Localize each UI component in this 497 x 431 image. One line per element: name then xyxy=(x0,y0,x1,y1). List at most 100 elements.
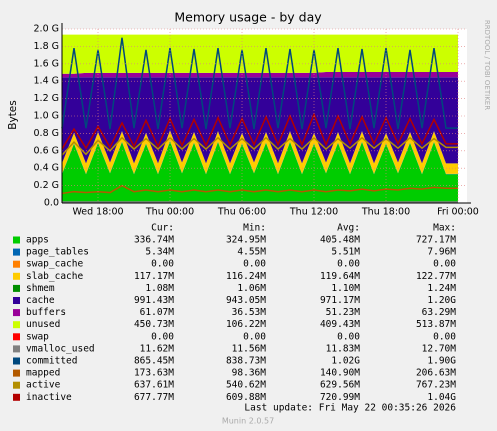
legend-avg: 971.17M xyxy=(320,295,360,306)
legend-header: Avg: xyxy=(337,223,360,234)
x-tick-label: Fri 00:00 xyxy=(437,207,479,218)
legend-min: 4.55M xyxy=(237,247,266,258)
y-tick-label: 2.0 G xyxy=(34,24,60,35)
area xyxy=(62,130,458,164)
legend-swatch xyxy=(13,297,20,304)
y-tick-label: 0.4 G xyxy=(34,163,60,174)
legend-cur: 450.73M xyxy=(134,319,174,330)
legend-min: 540.62M xyxy=(226,380,266,391)
legend-name: slab_cache xyxy=(26,271,83,282)
legend-max: 1.20G xyxy=(427,295,456,306)
line xyxy=(61,136,458,156)
y-tick-label: 1.2 G xyxy=(34,93,60,104)
legend-swatch xyxy=(13,309,20,317)
legend-swatch xyxy=(13,393,20,401)
chart-title: Memory usage - by day xyxy=(174,10,322,25)
legend-max: 206.63M xyxy=(416,368,456,379)
legend-avg: 409.43M xyxy=(320,319,360,330)
legend-min: 1.06M xyxy=(237,283,266,294)
legend-name: unused xyxy=(26,319,60,330)
legend-header: Cur: xyxy=(151,223,174,234)
legend-min: 324.95M xyxy=(226,235,266,246)
legend-name: shmem xyxy=(26,283,55,294)
legend-avg: 0.00 xyxy=(337,331,360,342)
legend-swatch xyxy=(13,284,20,292)
legend-max: 513.87M xyxy=(416,319,456,330)
legend-header: Max: xyxy=(433,223,456,234)
legend-swatch xyxy=(13,345,20,353)
legend-cur: 0.00 xyxy=(151,259,174,270)
legend-min: 116.24M xyxy=(226,271,266,282)
legend-avg: 720.99M xyxy=(320,392,360,403)
legend-avg: 140.90M xyxy=(320,368,360,379)
line xyxy=(61,184,458,195)
legend-swatch xyxy=(13,357,20,365)
legend-min: 943.05M xyxy=(226,295,266,306)
legend-cur: 677.77M xyxy=(134,392,174,403)
area xyxy=(62,141,458,203)
legend-name: page_tables xyxy=(26,247,89,258)
line xyxy=(61,37,458,130)
legend-avg: 51.23M xyxy=(326,307,361,318)
footer: Munin 2.0.57 xyxy=(222,417,274,426)
legend-name: swap xyxy=(26,331,49,342)
legend-min: 11.56M xyxy=(232,343,267,354)
legend-swatch xyxy=(13,333,20,341)
legend-swatch xyxy=(13,369,20,377)
legend-name: committed xyxy=(26,356,77,367)
area xyxy=(62,140,458,175)
legend-avg: 5.51M xyxy=(331,247,360,258)
legend-swatch xyxy=(13,236,20,244)
legend-cur: 5.34M xyxy=(145,247,174,258)
legend-max: 767.23M xyxy=(416,380,456,391)
last-update: Last update: Fri May 22 00:35:26 2026 xyxy=(244,403,456,414)
legend-min: 98.36M xyxy=(232,368,267,379)
legend-max: 63.29M xyxy=(422,307,457,318)
rrdtool-label: RRDTOOL / TOBI OETIKER xyxy=(483,20,491,110)
legend-avg: 0.00 xyxy=(337,259,360,270)
legend-name: inactive xyxy=(26,392,72,403)
legend-cur: 0.00 xyxy=(151,331,174,342)
legend-name: active xyxy=(26,380,61,391)
legend-name: buffers xyxy=(26,307,66,318)
legend-name: vmalloc_used xyxy=(26,343,95,354)
y-tick-label: 1.4 G xyxy=(34,76,60,87)
legend-avg: 11.83M xyxy=(326,343,361,354)
x-tick-label: Thu 18:00 xyxy=(361,207,410,218)
legend-min: 0.00 xyxy=(243,331,266,342)
legend-name: apps xyxy=(26,235,49,246)
legend-min: 838.73M xyxy=(226,356,266,367)
x-tick-label: Wed 18:00 xyxy=(72,207,123,218)
y-tick-label: 0.8 G xyxy=(34,128,60,139)
legend-cur: 637.61M xyxy=(134,380,174,391)
legend-cur: 1.08M xyxy=(145,283,174,294)
legend-header: Min: xyxy=(243,223,266,234)
legend-cur: 173.63M xyxy=(134,368,174,379)
legend-max: 1.90G xyxy=(427,356,456,367)
legend-max: 0.00 xyxy=(433,259,456,270)
legend-swatch xyxy=(13,248,20,256)
legend-swatch xyxy=(13,260,20,268)
y-tick-label: 1.8 G xyxy=(34,41,60,52)
legend-max: 122.77M xyxy=(416,271,456,282)
y-axis-label: Bytes xyxy=(7,100,19,129)
legend-avg: 119.64M xyxy=(320,271,360,282)
legend-cur: 117.17M xyxy=(134,271,174,282)
y-tick-label: 0.6 G xyxy=(34,145,60,156)
legend-name: cache xyxy=(26,295,55,306)
legend-cur: 865.45M xyxy=(134,356,174,367)
legend-avg: 629.56M xyxy=(320,380,360,391)
legend-min: 0.00 xyxy=(243,259,266,270)
legend-swatch xyxy=(13,381,20,389)
legend-min: 36.53M xyxy=(232,307,267,318)
x-tick-label: Thu 12:00 xyxy=(289,207,338,218)
legend-max: 727.17M xyxy=(416,235,456,246)
legend-swatch xyxy=(13,272,20,280)
legend-swatch xyxy=(13,321,20,329)
x-tick-label: Thu 00:00 xyxy=(145,207,194,218)
legend-avg: 405.48M xyxy=(320,235,360,246)
legend-avg: 1.02G xyxy=(331,356,360,367)
legend-max: 1.24M xyxy=(427,283,456,294)
